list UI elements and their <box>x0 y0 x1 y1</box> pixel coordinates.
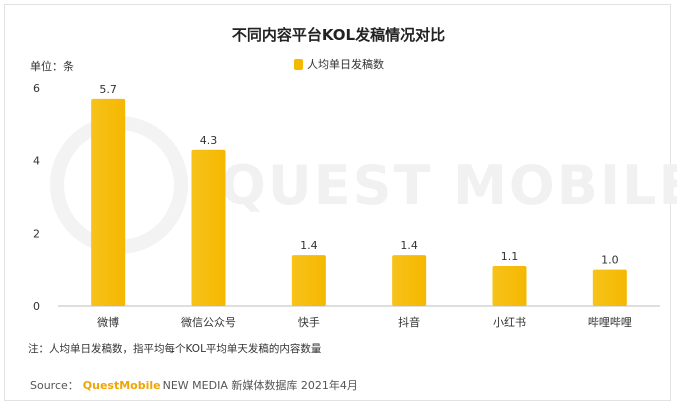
unit-label: 单位：条 <box>30 60 74 73</box>
source-label: Source： <box>30 379 79 392</box>
value-label-5: 1.0 <box>601 254 619 267</box>
x-tick-label-0: 微博 <box>97 315 119 329</box>
y-tick-label: 2 <box>33 227 40 240</box>
value-label-3: 1.4 <box>400 239 418 252</box>
value-label-0: 5.7 <box>99 83 117 96</box>
source-detail: NEW MEDIA 新媒体数据库 2021年4月 <box>162 379 358 392</box>
value-label-2: 1.4 <box>300 239 318 252</box>
bar-4 <box>492 266 527 306</box>
bar-5 <box>592 269 627 306</box>
legend: 人均单日发稿数 <box>294 56 384 72</box>
value-label-4: 1.1 <box>501 250 519 263</box>
x-tick-label-2: 快手 <box>298 315 320 329</box>
x-tick-label-5: 哔哩哔哩 <box>588 316 632 329</box>
value-label-1: 4.3 <box>200 134 218 147</box>
bar-0 <box>91 98 126 307</box>
footnote: 注：人均单日发稿数，指平均每个KOL平均单天发稿的内容数量 <box>28 343 322 355</box>
legend-swatch <box>294 58 303 70</box>
bar-2 <box>291 255 326 306</box>
x-tick-label-3: 抖音 <box>398 315 420 329</box>
y-tick-label: 0 <box>33 300 40 313</box>
bar-3 <box>392 255 427 306</box>
y-tick-label: 4 <box>33 155 40 168</box>
legend-label: 人均单日发稿数 <box>307 58 384 71</box>
x-tick-label-1: 微信公众号 <box>181 315 236 329</box>
source-line: Source： QuestMobile NEW MEDIA 新媒体数据库 202… <box>30 377 358 393</box>
bar-1 <box>191 149 226 306</box>
chart-title: 不同内容平台KOL发稿情况对比 <box>231 26 446 44</box>
x-tick-label-4: 小红书 <box>493 316 526 329</box>
source-brand: QuestMobile <box>82 379 161 392</box>
y-tick-label: 6 <box>33 82 40 95</box>
